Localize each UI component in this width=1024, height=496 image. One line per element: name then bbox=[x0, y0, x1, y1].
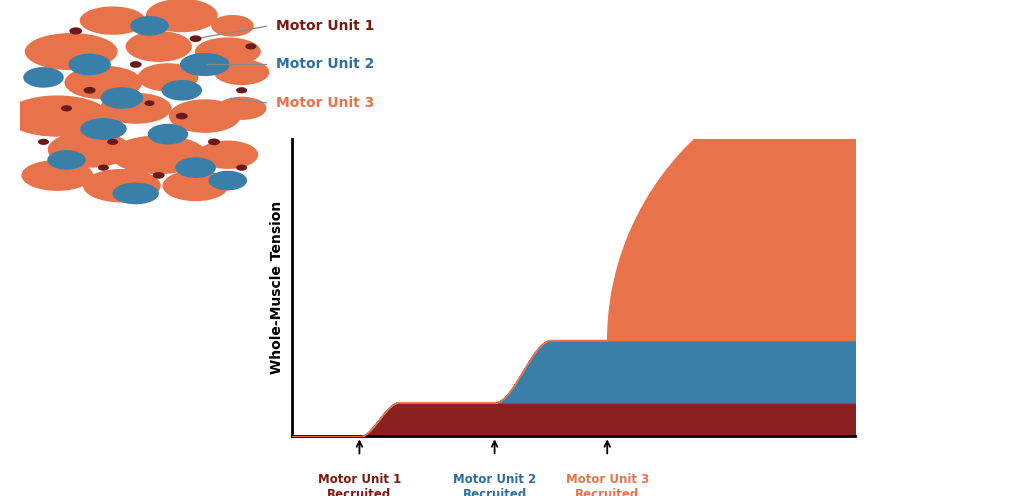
Circle shape bbox=[108, 139, 118, 145]
Circle shape bbox=[237, 87, 247, 93]
Ellipse shape bbox=[211, 15, 254, 37]
Ellipse shape bbox=[137, 63, 199, 92]
Ellipse shape bbox=[80, 6, 145, 35]
Circle shape bbox=[130, 61, 141, 68]
Ellipse shape bbox=[195, 37, 261, 66]
Text: Motor Unit 1: Motor Unit 1 bbox=[276, 19, 375, 33]
Text: Motor Unit 3: Motor Unit 3 bbox=[276, 96, 375, 110]
Circle shape bbox=[38, 139, 49, 145]
Ellipse shape bbox=[100, 87, 143, 109]
Ellipse shape bbox=[111, 135, 207, 174]
Ellipse shape bbox=[48, 131, 131, 168]
Ellipse shape bbox=[169, 99, 241, 133]
Ellipse shape bbox=[113, 183, 159, 204]
Ellipse shape bbox=[99, 93, 172, 124]
Circle shape bbox=[189, 35, 202, 42]
Ellipse shape bbox=[24, 67, 63, 88]
Ellipse shape bbox=[126, 31, 191, 62]
Ellipse shape bbox=[198, 140, 258, 169]
Circle shape bbox=[98, 165, 109, 171]
Ellipse shape bbox=[145, 0, 218, 32]
Circle shape bbox=[246, 43, 256, 50]
Text: Motor Unit 3
Recruited: Motor Unit 3 Recruited bbox=[565, 473, 649, 496]
Text: Motor Unit 2: Motor Unit 2 bbox=[276, 58, 375, 71]
Circle shape bbox=[70, 27, 82, 35]
Circle shape bbox=[61, 105, 72, 112]
Circle shape bbox=[176, 113, 187, 120]
Text: Motor Unit 1
Recruited: Motor Unit 1 Recruited bbox=[317, 473, 401, 496]
Circle shape bbox=[144, 100, 155, 106]
Circle shape bbox=[208, 138, 220, 145]
Text: Motor Unit 2
Recruited: Motor Unit 2 Recruited bbox=[453, 473, 537, 496]
Ellipse shape bbox=[162, 80, 202, 101]
Ellipse shape bbox=[22, 160, 93, 191]
Ellipse shape bbox=[69, 54, 111, 75]
Circle shape bbox=[237, 165, 247, 171]
Y-axis label: Whole-Muscle Tension: Whole-Muscle Tension bbox=[269, 201, 284, 374]
Ellipse shape bbox=[209, 171, 247, 190]
Ellipse shape bbox=[80, 118, 127, 140]
Ellipse shape bbox=[25, 33, 118, 70]
Ellipse shape bbox=[6, 95, 109, 137]
Circle shape bbox=[153, 172, 165, 179]
Circle shape bbox=[84, 87, 95, 94]
Ellipse shape bbox=[163, 170, 228, 201]
Ellipse shape bbox=[47, 150, 86, 170]
Ellipse shape bbox=[130, 16, 169, 36]
Ellipse shape bbox=[214, 60, 269, 85]
Ellipse shape bbox=[65, 66, 142, 99]
Ellipse shape bbox=[83, 169, 161, 202]
Ellipse shape bbox=[147, 124, 188, 144]
Ellipse shape bbox=[175, 157, 216, 178]
Ellipse shape bbox=[217, 97, 266, 120]
Ellipse shape bbox=[180, 53, 229, 76]
